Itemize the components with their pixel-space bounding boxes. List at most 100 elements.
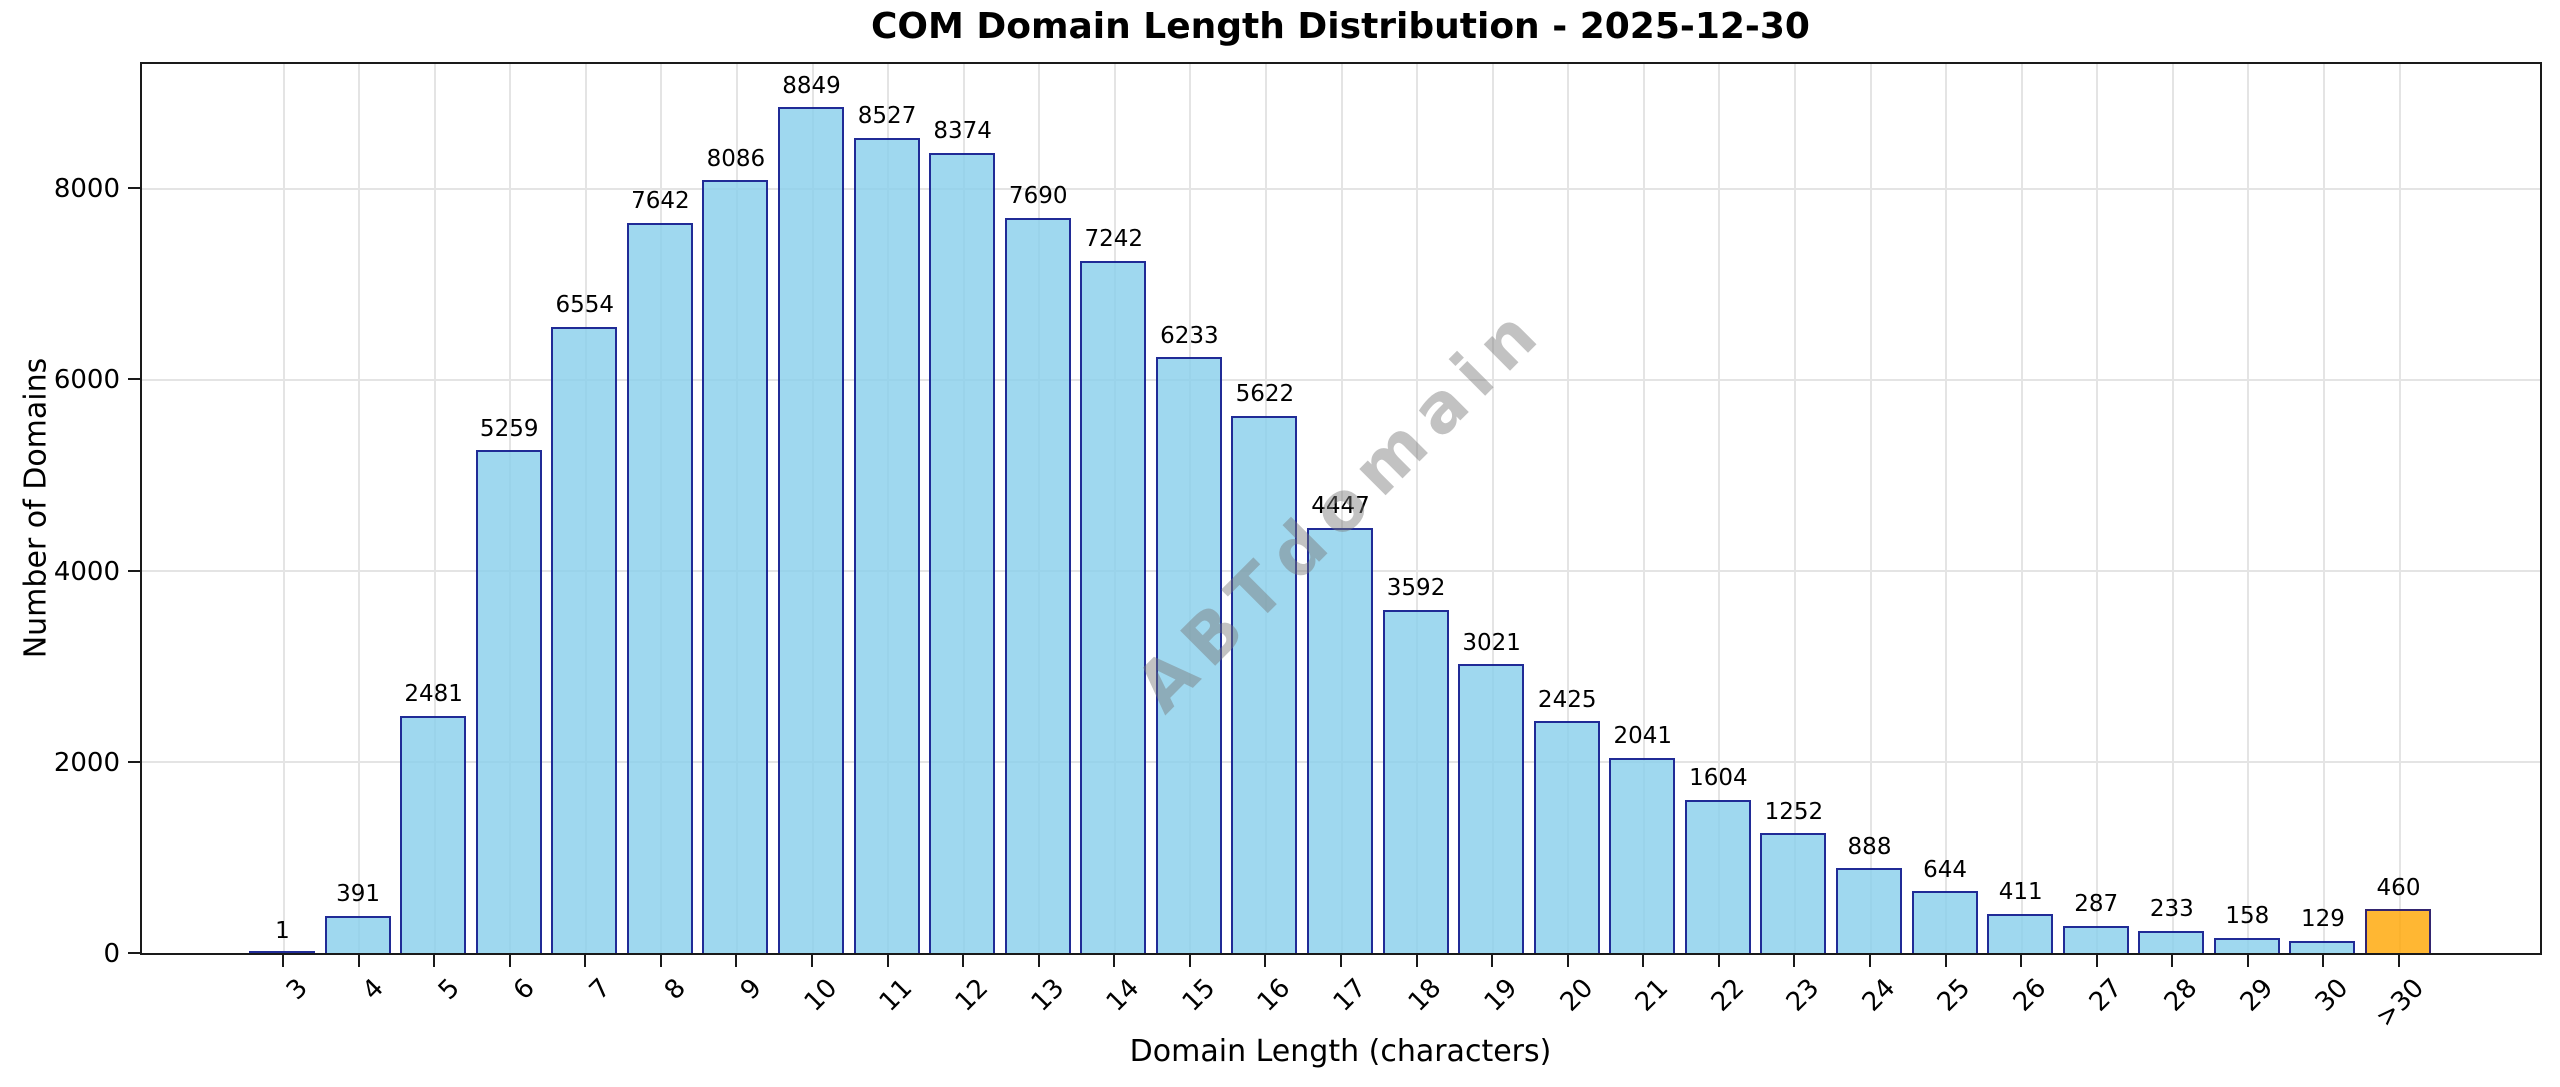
gridline-v <box>2096 63 2099 953</box>
y-tick-mark <box>128 187 142 190</box>
x-tick-label: 12 <box>949 973 995 1018</box>
x-tick-mark <box>2095 953 2098 967</box>
bar <box>1155 357 1222 953</box>
gridline-v <box>2247 63 2250 953</box>
bar <box>2138 930 2205 953</box>
bar-value-label: 8374 <box>933 118 992 145</box>
x-tick-label: 14 <box>1100 973 1146 1018</box>
gridline-v <box>1642 63 1645 953</box>
bar <box>1987 913 2054 953</box>
x-tick-label: 18 <box>1403 973 1448 1018</box>
x-tick-mark <box>1869 953 1871 967</box>
y-axis-label: Number of Domains <box>18 357 54 659</box>
y-tick-mark <box>128 378 142 381</box>
y-tick-label: 6000 <box>53 365 120 396</box>
bar-value-label: 391 <box>336 881 381 908</box>
gridline-v <box>1416 63 1419 953</box>
y-tick-label: 0 <box>103 939 120 969</box>
gridline-v <box>1567 63 1570 953</box>
x-tick-mark <box>282 953 284 967</box>
bar-value-label: 5622 <box>1235 381 1295 408</box>
bar-value-label: 287 <box>2074 891 2119 918</box>
x-tick-mark <box>1188 953 1191 967</box>
bar <box>702 180 769 953</box>
x-tick-label: 5 <box>432 973 466 1006</box>
bar-value-label: 8527 <box>857 103 917 130</box>
bar-value-label: 644 <box>1923 856 1968 883</box>
x-tick-label: 3 <box>281 973 315 1006</box>
bar <box>1004 217 1071 953</box>
x-tick-mark <box>2246 953 2249 967</box>
x-tick-label: 8 <box>659 973 693 1006</box>
x-tick-label: 9 <box>734 973 768 1006</box>
bar <box>400 715 467 953</box>
gridline-v <box>1869 63 1872 953</box>
bar <box>2062 925 2129 953</box>
bar-value-label: 3021 <box>1462 629 1521 656</box>
x-tick-label: 17 <box>1327 973 1373 1018</box>
bar <box>778 107 844 953</box>
bar-value-label: 158 <box>2225 903 2270 930</box>
bar <box>1458 664 1525 953</box>
bar-value-label: 888 <box>1847 833 1892 860</box>
x-tick-mark <box>2020 953 2023 967</box>
x-tick-label: 24 <box>1856 973 1902 1018</box>
bar <box>324 915 391 953</box>
bar <box>853 137 920 953</box>
bar-value-label: 2041 <box>1613 723 1673 750</box>
bar-value-label: 3592 <box>1386 575 1446 602</box>
bar-value-label: 4447 <box>1311 493 1370 520</box>
x-tick-label: 7 <box>583 973 617 1006</box>
bar <box>1911 891 1978 953</box>
gridline-v <box>1340 63 1343 953</box>
x-tick-label: 11 <box>874 973 919 1018</box>
x-tick-mark <box>886 953 889 967</box>
bar <box>929 152 996 953</box>
x-tick-mark <box>1491 953 1494 967</box>
bar <box>1307 527 1373 953</box>
bar-value-label: 6233 <box>1160 322 1219 349</box>
x-axis-label: Domain Length (characters) <box>1129 1034 1552 1069</box>
bar-value-label: 8086 <box>706 145 766 172</box>
gridline-v <box>358 63 361 953</box>
x-tick-label: 19 <box>1478 973 1524 1018</box>
x-tick-mark <box>508 953 511 967</box>
bar <box>1231 415 1298 953</box>
x-tick-label: 10 <box>798 973 844 1018</box>
bar <box>551 326 618 953</box>
bar <box>1382 609 1449 953</box>
bar <box>249 950 315 953</box>
x-tick-mark <box>357 953 360 967</box>
x-tick-label: 23 <box>1781 973 1826 1018</box>
x-tick-mark <box>584 953 587 967</box>
x-tick-mark <box>1793 953 1796 967</box>
bar-value-label: 411 <box>1998 879 2043 906</box>
y-tick-mark <box>128 760 142 763</box>
chart-title: COM Domain Length Distribution - 2025-12… <box>871 6 1810 47</box>
x-tick-mark <box>1113 953 1116 967</box>
x-tick-mark <box>1340 953 1342 967</box>
gridline-v <box>2322 63 2325 953</box>
bar-value-label: 6554 <box>555 291 615 318</box>
gridline-v <box>2398 63 2401 953</box>
bar <box>2289 940 2356 953</box>
bar-value-label: 129 <box>2300 906 2345 933</box>
bar-value-label: 8849 <box>782 72 841 99</box>
y-tick-mark <box>128 952 142 954</box>
gridline-v <box>1491 63 1494 953</box>
x-tick-label: 28 <box>2158 973 2204 1018</box>
y-tick-label: 8000 <box>53 174 120 205</box>
x-tick-mark <box>2171 953 2174 967</box>
bar-value-label: 233 <box>2149 896 2194 923</box>
x-tick-mark <box>433 953 436 967</box>
bar <box>1760 833 1827 953</box>
x-tick-mark <box>811 953 813 967</box>
x-tick-mark <box>735 953 738 967</box>
x-tick-label: >30 <box>2370 973 2431 1034</box>
x-tick-label: 30 <box>2310 973 2355 1018</box>
bar-value-label: 5259 <box>479 415 539 442</box>
gridline-v <box>1718 63 1721 953</box>
y-tick-mark <box>128 569 142 572</box>
x-tick-label: 6 <box>508 973 541 1006</box>
